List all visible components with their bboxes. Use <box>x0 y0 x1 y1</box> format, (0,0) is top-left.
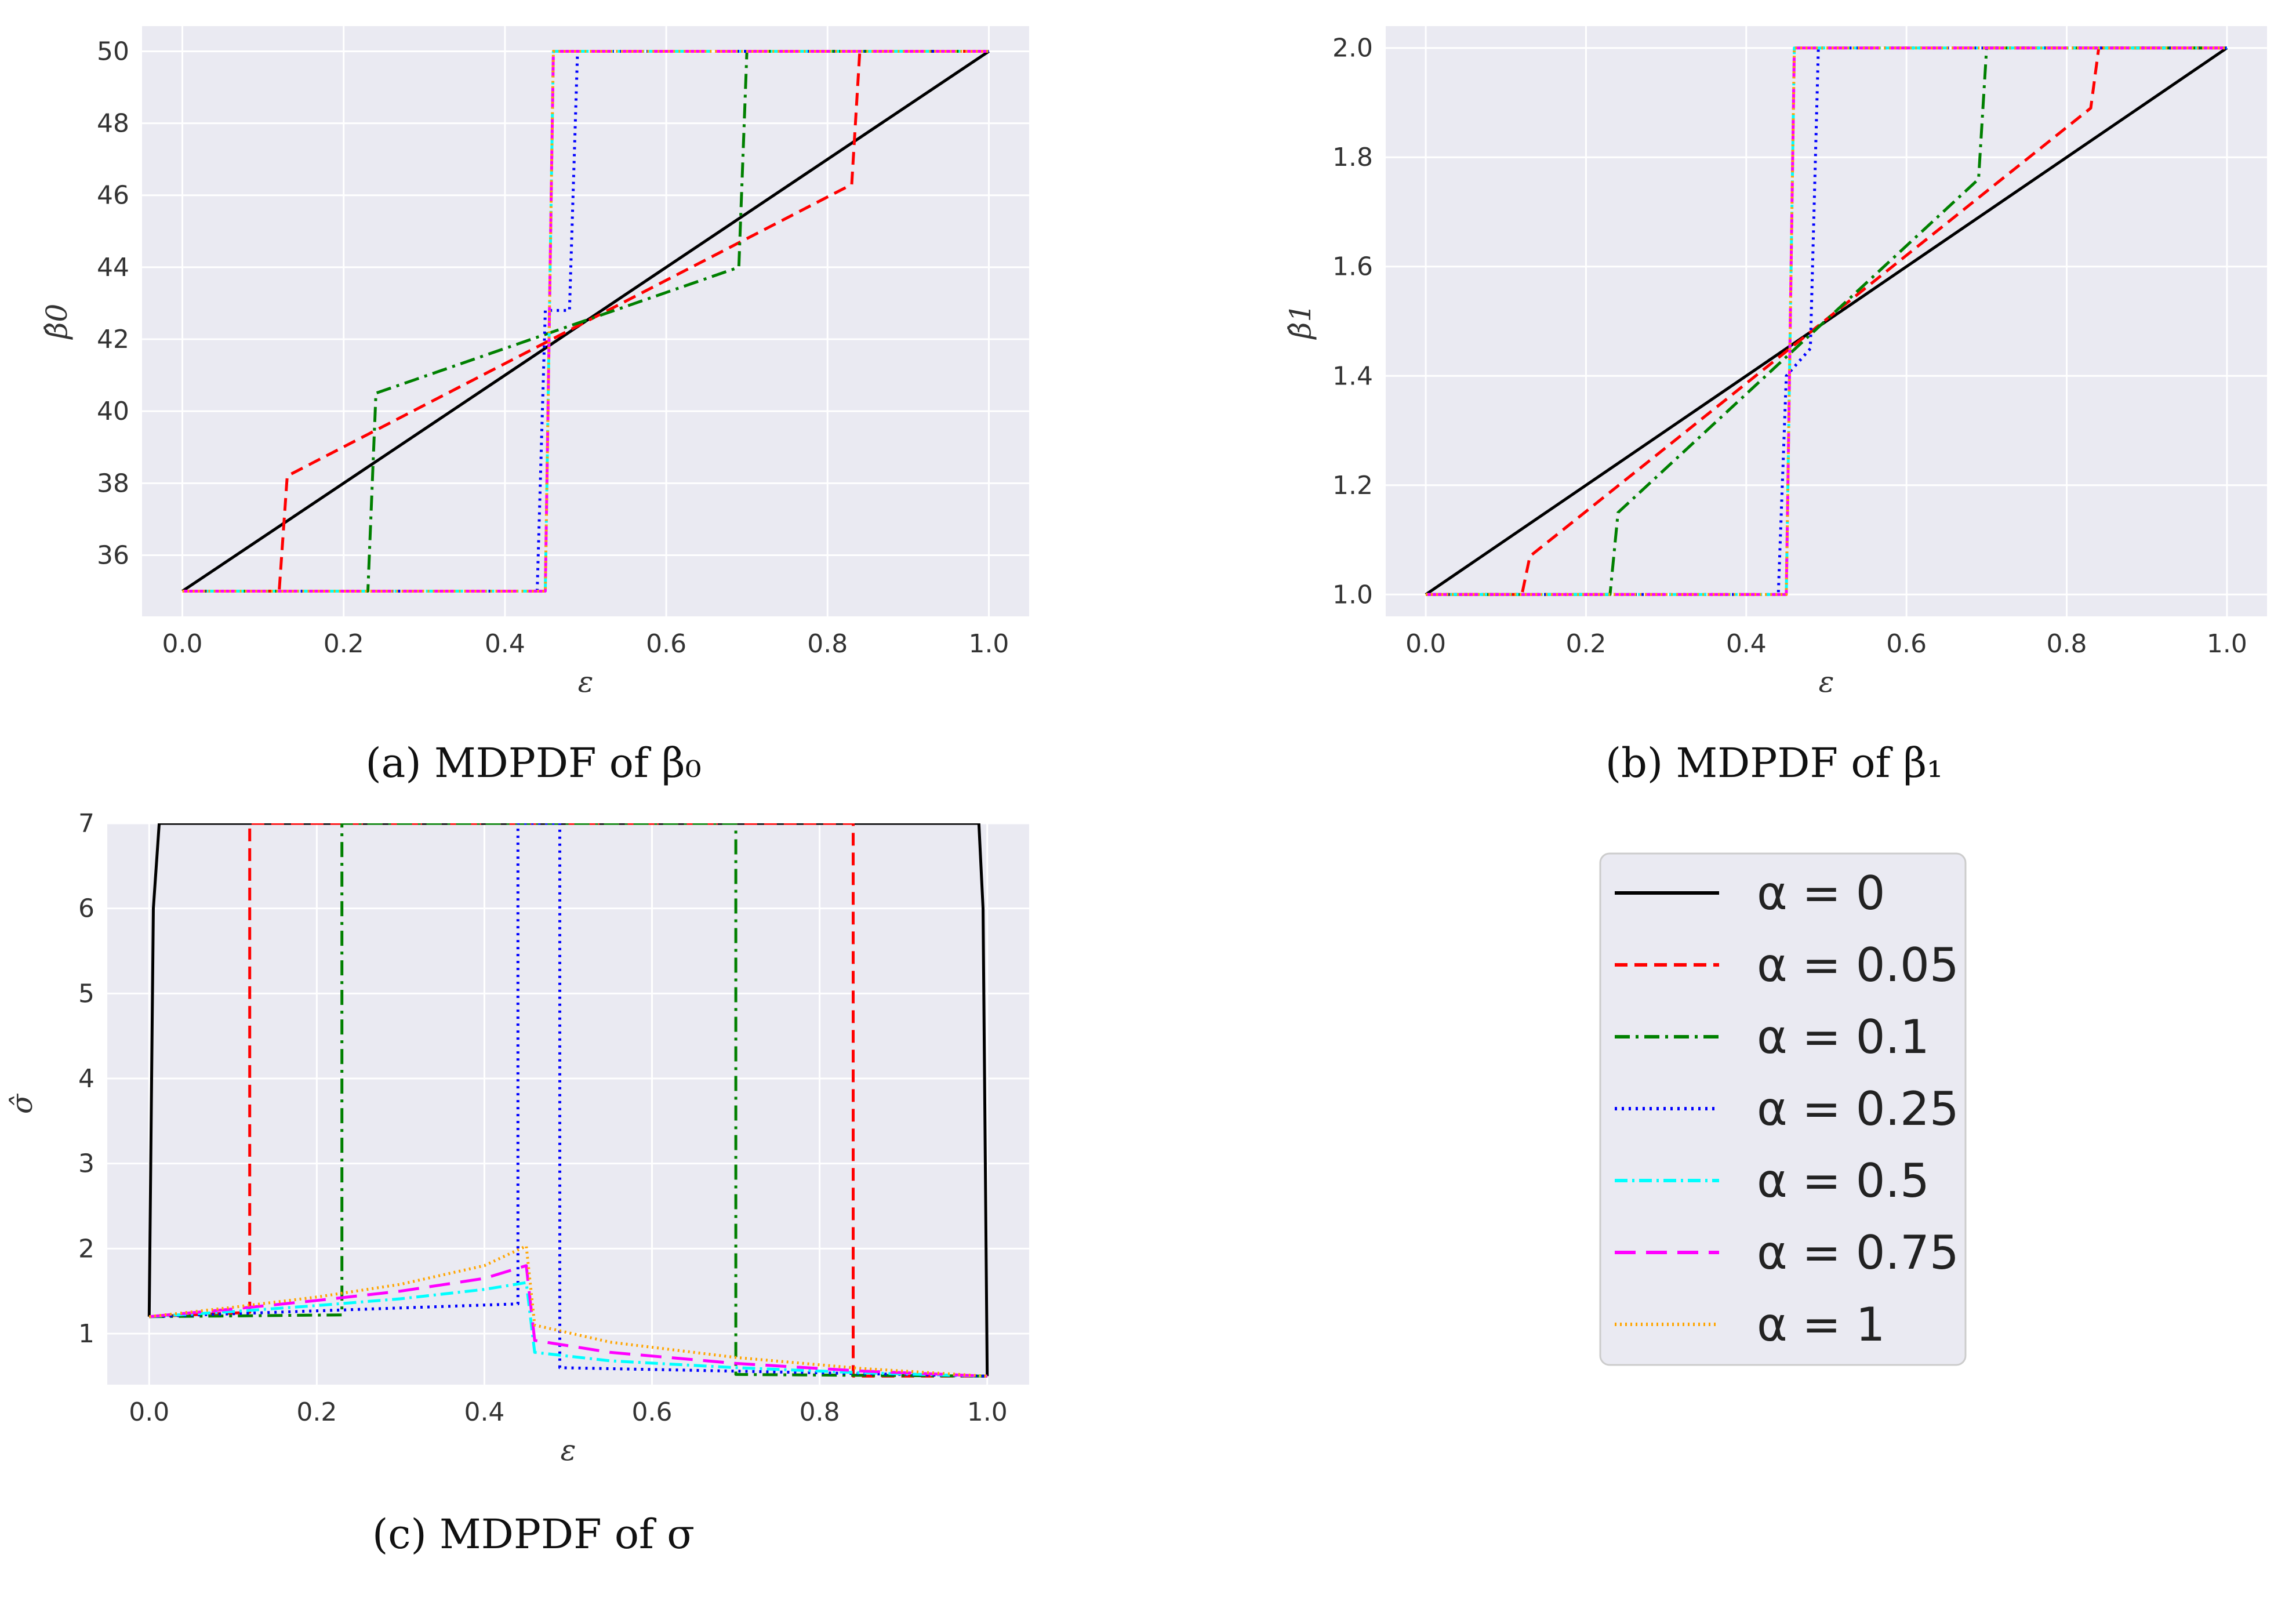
y-tick-label: 1.4 <box>1332 361 1373 391</box>
y-tick-label: 40 <box>97 397 129 426</box>
y-tick-label: 2 <box>78 1234 95 1263</box>
y-tick-label: 1.0 <box>1332 580 1373 609</box>
x-tick-label: 0.2 <box>324 629 364 659</box>
y-tick-label: 5 <box>78 979 95 1008</box>
x-axis-label: ε <box>1819 665 1834 699</box>
y-tick-label: 42 <box>97 325 129 354</box>
legend-label: α = 0.75 <box>1757 1226 1959 1280</box>
x-tick-label: 0.4 <box>1726 629 1767 659</box>
series-line-1 <box>149 1244 987 1378</box>
y-tick-label: 46 <box>97 181 129 210</box>
series-line-0 <box>147 823 989 1377</box>
caption-b: (b) MDPDF of β₁ <box>1605 739 1943 787</box>
y-tick-label: 44 <box>97 253 129 282</box>
legend-label: α = 1 <box>1757 1298 1886 1352</box>
legend-label: α = 0.1 <box>1757 1010 1930 1064</box>
caption-c: (c) MDPDF of σ <box>372 1510 695 1558</box>
panel-a-beta0: 0.0 0.2 0.4 0.6 0.8 1.0 36 38 40 42 44 46 48 50 ε β̂0 <box>40 26 1029 699</box>
series-line-0_1 <box>149 823 987 1378</box>
y-tick-label: 1.8 <box>1332 143 1373 172</box>
series-line-0_75 <box>1426 46 2227 596</box>
x-axis-label: ε <box>578 665 594 699</box>
legend-label: α = 0 <box>1757 866 1886 920</box>
x-tick-label: 1.0 <box>2207 629 2247 659</box>
panel-b-beta1: 0.0 0.2 0.4 0.6 0.8 1.0 1.0 1.2 1.4 1.6 1.8 2.0 ε β̂1 <box>1284 26 2267 699</box>
y-axis-label: σ̂ <box>5 1093 39 1114</box>
x-tick-label: 0.0 <box>129 1397 169 1427</box>
series-line-0_25 <box>182 50 989 593</box>
y-tick-label: 36 <box>97 540 129 570</box>
y-tick-label: 1.2 <box>1332 471 1373 500</box>
legend-label: α = 0.05 <box>1757 938 1959 992</box>
plot-area <box>107 823 1029 1385</box>
x-tick-label: 0.4 <box>464 1397 504 1427</box>
y-tick-label: 1 <box>78 1319 95 1349</box>
legend-box <box>1599 852 1967 1366</box>
y-tick-label: 3 <box>78 1149 95 1179</box>
x-tick-label: 0.0 <box>162 629 203 659</box>
x-tick-label: 0.8 <box>807 629 848 659</box>
legend-label: α = 0.25 <box>1757 1082 1959 1136</box>
x-tick-label: 1.0 <box>968 629 1009 659</box>
series-line-0 <box>1425 46 2228 596</box>
series-line-1 <box>1426 46 2227 596</box>
x-tick-label: 0.6 <box>1886 629 1927 659</box>
y-tick-label: 2.0 <box>1332 34 1373 63</box>
y-tick-label: 50 <box>97 37 129 66</box>
series-line-0_5 <box>182 50 989 593</box>
y-tick-label: 1.6 <box>1332 252 1373 282</box>
x-tick-label: 0.6 <box>646 629 686 659</box>
x-tick-label: 0.2 <box>1565 629 1606 659</box>
x-tick-label: 0.8 <box>2047 629 2087 659</box>
x-tick-label: 0.8 <box>800 1397 840 1427</box>
series-line-1 <box>182 50 989 593</box>
legend-label: α = 0.5 <box>1757 1154 1930 1208</box>
y-tick-label: 48 <box>97 109 129 139</box>
y-axis-label: β̂1 <box>1284 304 1317 340</box>
x-tick-label: 0.0 <box>1405 629 1446 659</box>
series-line-0_5 <box>149 1281 987 1378</box>
series-line-0_75 <box>149 1264 987 1378</box>
y-tick-label: 7 <box>78 809 95 838</box>
y-axis-label: β̂0 <box>40 304 74 340</box>
y-tick-label: 38 <box>97 469 129 498</box>
panel-c-sigma: 0.0 0.2 0.4 0.6 0.8 1.0 1 2 3 4 5 6 7 ε σ̂ <box>5 809 1029 1467</box>
x-tick-label: 0.6 <box>632 1397 673 1427</box>
legend: α = 0 α = 0.05 α = 0.1 α = 0.25 α = 0.5 α = 0… <box>1599 852 1967 1366</box>
x-tick-label: 1.0 <box>967 1397 1008 1427</box>
x-axis-label: ε <box>561 1433 576 1467</box>
series-line-0_25 <box>149 823 987 1378</box>
y-tick-label: 6 <box>78 894 95 924</box>
caption-a: (a) MDPDF of β₀ <box>365 739 701 787</box>
x-tick-label: 0.4 <box>485 629 525 659</box>
x-tick-label: 0.2 <box>296 1397 337 1427</box>
y-tick-label: 4 <box>78 1064 95 1094</box>
